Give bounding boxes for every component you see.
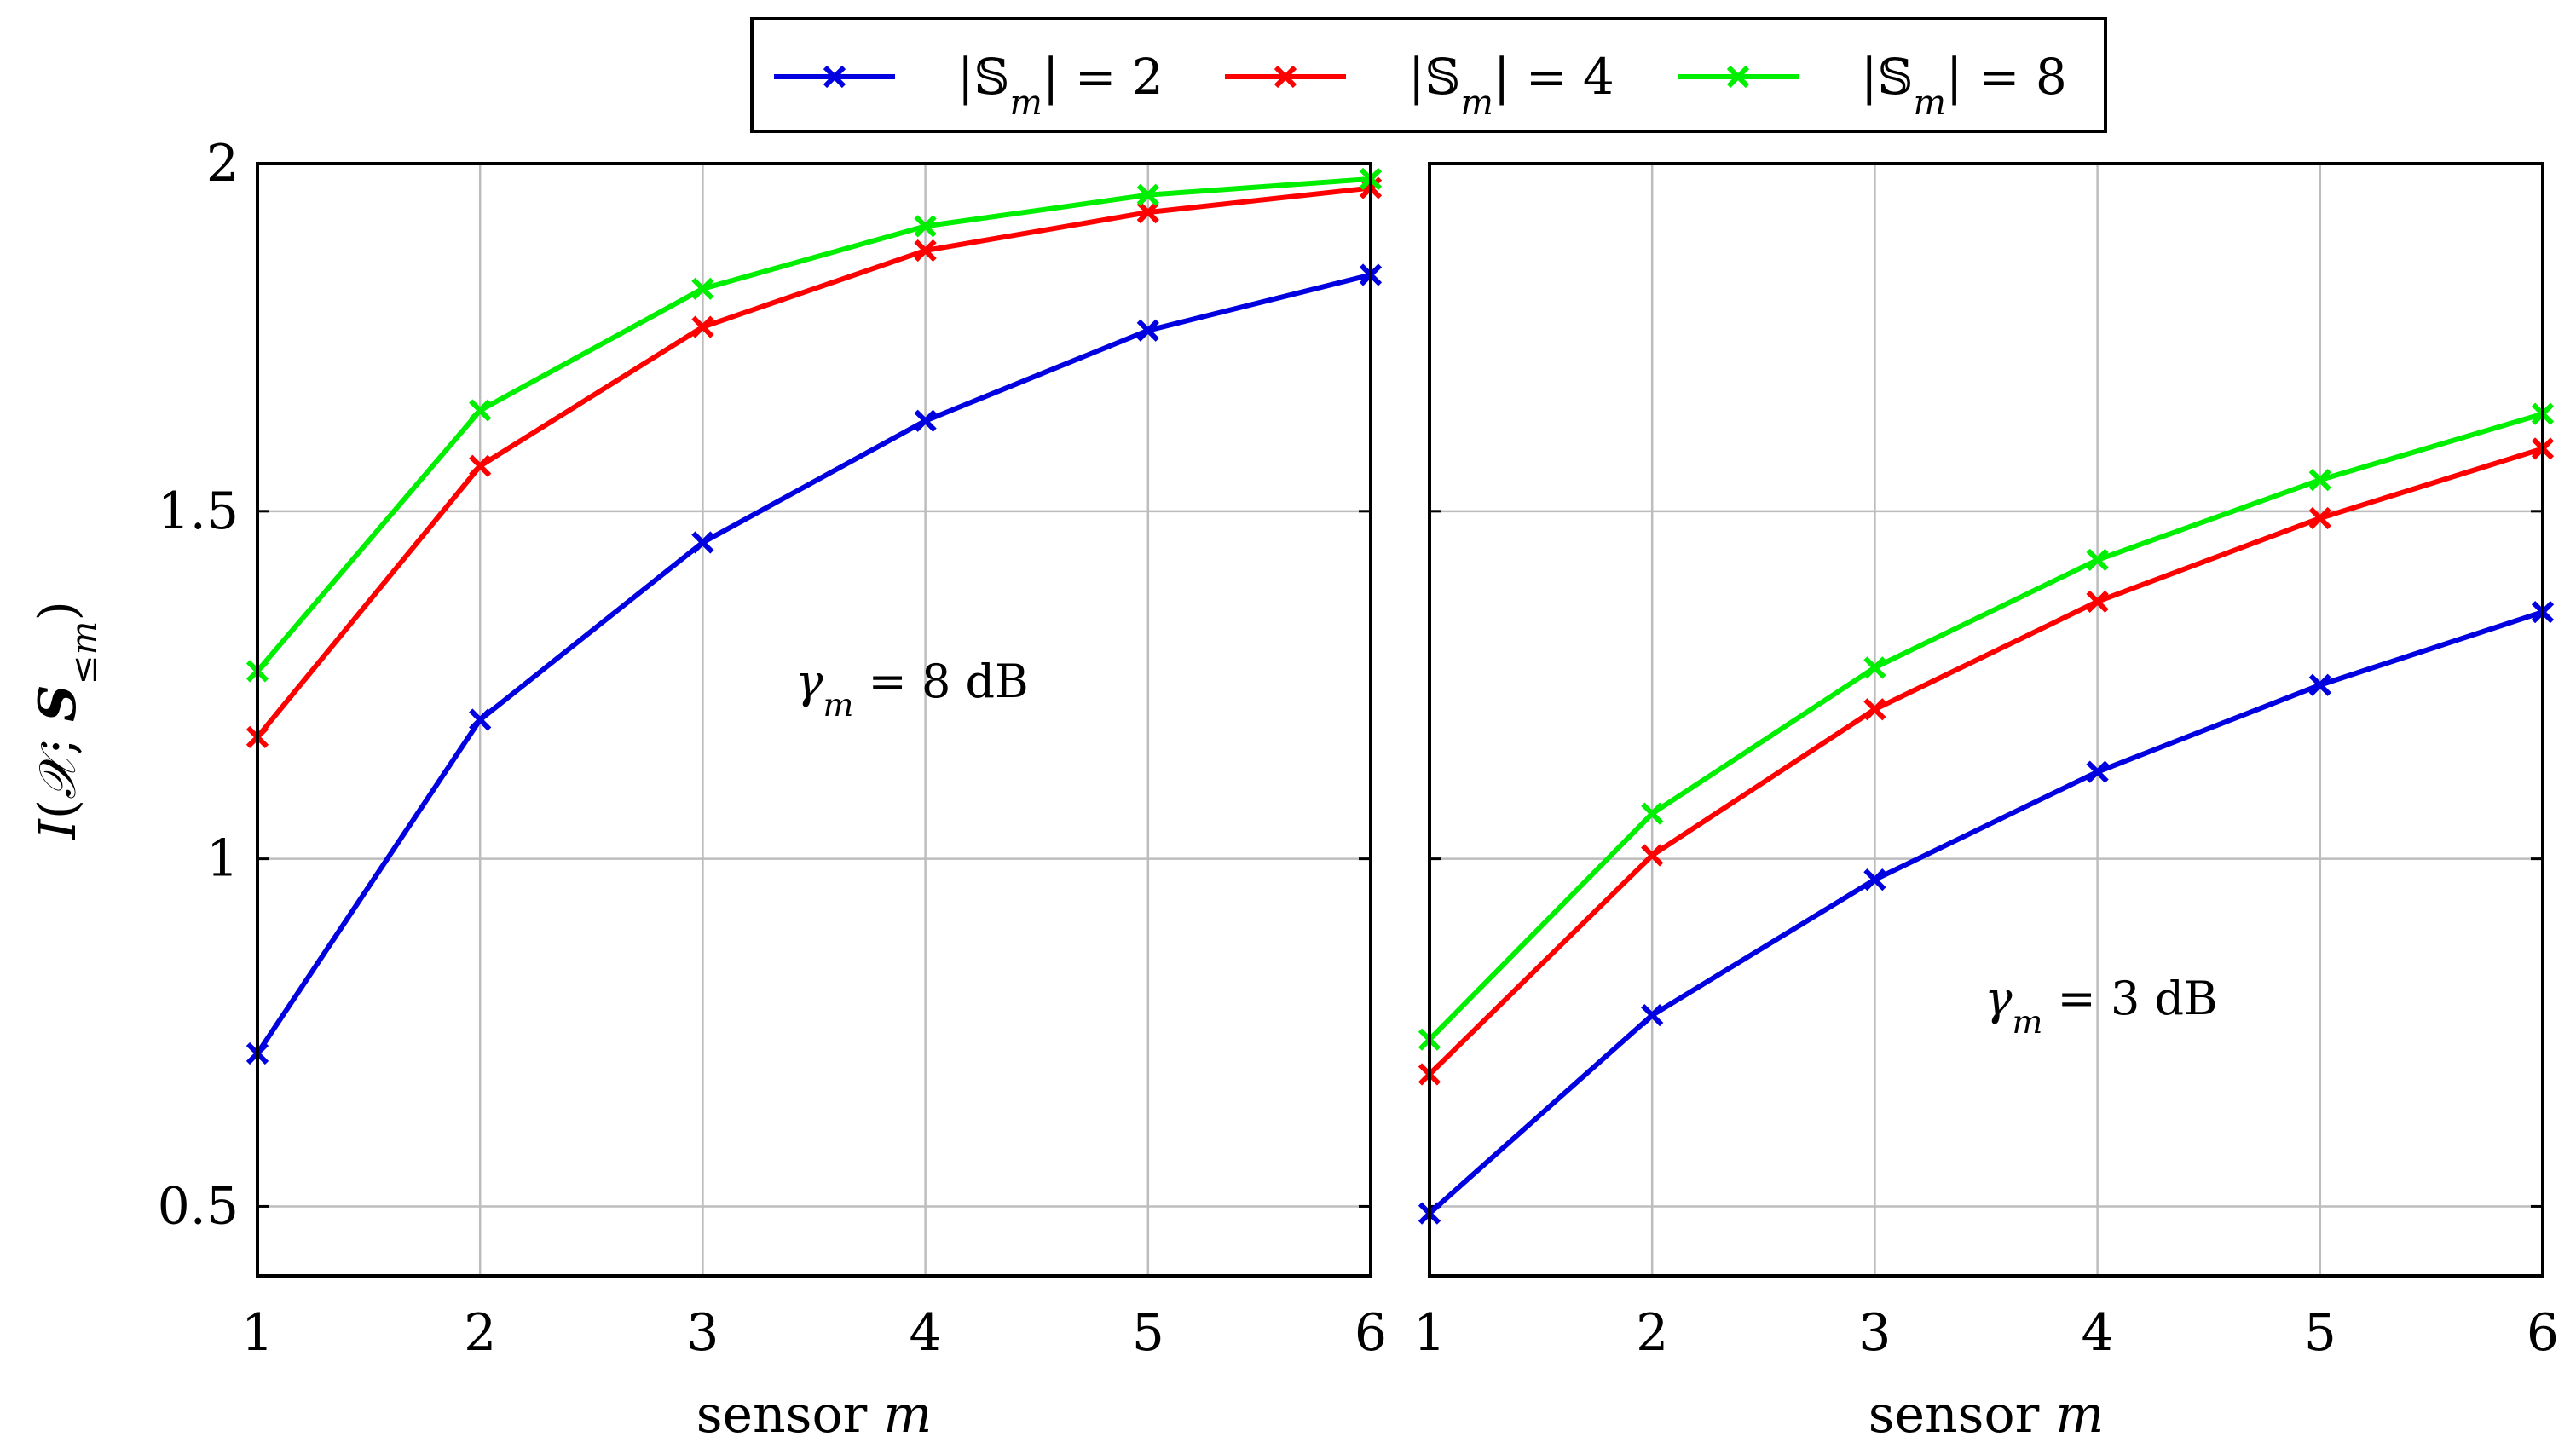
y-axis-label: I(𝒳; 𝑺≤m) xyxy=(28,601,105,840)
x-axis-label: sensor m xyxy=(1868,1385,2105,1445)
data-point xyxy=(2308,468,2331,492)
series-line-1 xyxy=(255,272,1372,1055)
series-line-3 xyxy=(255,176,1372,673)
data-point xyxy=(1136,183,1159,206)
legend: |𝕊m| = 2 |𝕊m| = 4 |𝕊m| = 8 xyxy=(750,17,2107,133)
data-point xyxy=(469,399,492,422)
series-line-1 xyxy=(1428,609,2544,1215)
data-point xyxy=(1641,1004,1664,1027)
series-line-2 xyxy=(255,185,1372,739)
data-point xyxy=(2086,548,2109,572)
data-point xyxy=(1863,868,1886,891)
x-tick-label: 6 xyxy=(1354,1303,1387,1363)
snr-annotation: γm = 3 dB xyxy=(1984,972,2217,1041)
data-point xyxy=(2308,506,2331,530)
legend-label: |𝕊m| = 4 xyxy=(1408,48,1614,123)
series-line-3 xyxy=(1427,411,2544,1041)
x-axis-label: sensor m xyxy=(696,1385,933,1445)
y-tick-label: 2 xyxy=(206,134,239,193)
x-tick-label: 1 xyxy=(1413,1303,1446,1363)
data-point xyxy=(691,277,714,300)
data-point xyxy=(469,454,492,477)
y-tick-label: 1 xyxy=(206,829,239,889)
x-tick-label: 2 xyxy=(464,1303,496,1363)
panel-left: 1 2 3 4 5 6 0.5 1 1.5 2 sensor m γm = 8 dB xyxy=(158,134,1388,1445)
data-point xyxy=(2308,673,2331,696)
legend-label: |𝕊m| = 8 xyxy=(1861,48,2067,123)
x-tick-label: 2 xyxy=(1636,1303,1668,1363)
x-tick-label: 6 xyxy=(2527,1303,2559,1363)
data-point xyxy=(1863,656,1886,679)
y-tick-label: 1.5 xyxy=(158,482,239,541)
x-tick-label: 5 xyxy=(2304,1303,2336,1363)
data-point xyxy=(1136,319,1159,342)
data-point xyxy=(2086,590,2109,613)
data-point xyxy=(1641,802,1664,825)
legend-box xyxy=(750,17,2107,133)
plot-frame xyxy=(256,162,1372,1278)
data-point xyxy=(691,531,714,554)
y-tick-label: 0.5 xyxy=(158,1176,239,1236)
legend-marker xyxy=(823,65,846,89)
legend-label: |𝕊m| = 2 xyxy=(957,48,1164,123)
series-line-2 xyxy=(1427,446,2544,1076)
x-tick-label: 4 xyxy=(2082,1303,2114,1363)
x-tick-label: 1 xyxy=(241,1303,274,1363)
data-point xyxy=(914,215,937,238)
data-point xyxy=(914,239,937,263)
data-point xyxy=(914,409,937,432)
x-tick-label: 4 xyxy=(910,1303,942,1363)
plot-frame xyxy=(1428,162,2544,1278)
x-tick-label: 5 xyxy=(1132,1303,1164,1363)
data-point xyxy=(2086,760,2109,783)
x-tick-label: 3 xyxy=(686,1303,719,1363)
panel-right: 1 2 3 4 5 6 sensor m γm = 3 dB xyxy=(1413,162,2559,1445)
snr-annotation: γm = 8 dB xyxy=(795,655,1028,724)
data-point xyxy=(691,315,714,338)
x-tick-label: 3 xyxy=(1858,1303,1891,1363)
legend-marker xyxy=(1726,65,1750,89)
data-point xyxy=(469,708,492,731)
data-point xyxy=(1136,200,1159,224)
data-point xyxy=(1863,698,1886,721)
data-point xyxy=(1641,844,1664,867)
legend-marker xyxy=(1274,65,1297,89)
